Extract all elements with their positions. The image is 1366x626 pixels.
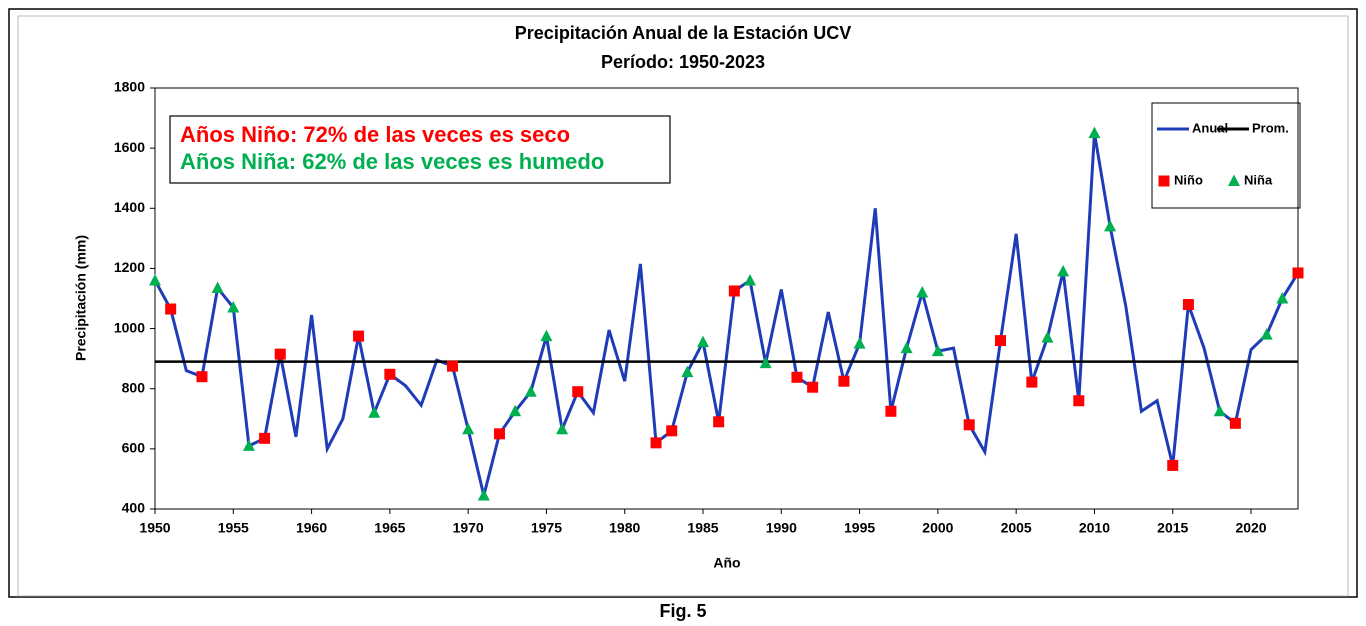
x-tick-label: 1985 (687, 520, 718, 536)
legend-label: Anual (1192, 120, 1228, 135)
data-point (1073, 395, 1085, 407)
data-point (1276, 292, 1289, 304)
data-point (572, 386, 584, 398)
data-point (1057, 264, 1070, 277)
data-point (477, 488, 490, 501)
y-tick-label: 1600 (114, 139, 145, 155)
x-tick-label: 1950 (139, 520, 170, 536)
data-point (259, 432, 271, 444)
data-point (368, 406, 381, 418)
data-point (1260, 328, 1273, 340)
legend-marker (1158, 175, 1170, 187)
y-axis-label: Precipitación (mm) (73, 235, 89, 361)
data-point (509, 404, 522, 417)
x-tick-label: 1995 (844, 520, 875, 536)
x-tick-label: 1965 (374, 520, 405, 536)
data-point (1104, 219, 1117, 232)
y-tick-label: 1000 (114, 319, 145, 335)
data-point (728, 285, 740, 297)
data-point (1182, 299, 1194, 311)
legend-label: Niño (1174, 172, 1203, 187)
data-point (384, 368, 396, 380)
data-point (838, 375, 850, 387)
x-axis-label: Año (713, 555, 740, 571)
legend-label: Niña (1244, 172, 1273, 187)
data-point (556, 422, 569, 435)
chart-border (17, 15, 1349, 597)
data-point (885, 405, 897, 417)
data-point (995, 335, 1007, 347)
data-point (274, 348, 286, 360)
data-point (900, 341, 913, 354)
data-point (242, 439, 255, 451)
x-tick-label: 2020 (1235, 520, 1266, 536)
annotation: Años Niña: 62% de las veces es humedo (180, 149, 604, 174)
x-tick-label: 1980 (609, 520, 640, 536)
data-point (807, 381, 819, 393)
series-line (153, 132, 1300, 496)
x-tick-label: 1955 (218, 520, 249, 536)
data-point (1167, 459, 1179, 471)
plot-area (154, 87, 1299, 510)
data-point (524, 385, 537, 397)
annotation: Años Niño: 72% de las veces es seco (180, 122, 570, 147)
figure-border (8, 8, 1358, 598)
x-tick-label: 1990 (766, 520, 797, 536)
data-point (853, 337, 866, 349)
data-point (211, 281, 224, 293)
x-tick-label: 2010 (1079, 520, 1110, 536)
data-point (1292, 267, 1304, 279)
x-tick-label: 2005 (1001, 520, 1032, 536)
data-point (697, 335, 710, 348)
x-tick-label: 1970 (453, 520, 484, 536)
data-point (149, 273, 161, 286)
data-point (1026, 376, 1038, 388)
data-point (1229, 417, 1241, 429)
x-tick-label: 2015 (1157, 520, 1188, 536)
data-point (759, 356, 772, 369)
y-tick-label: 600 (122, 440, 146, 456)
data-point (493, 428, 505, 440)
data-point (1041, 331, 1054, 343)
data-point (165, 303, 177, 315)
data-point (791, 371, 803, 383)
x-tick-label: 2000 (922, 520, 953, 536)
y-tick-label: 1200 (114, 259, 145, 275)
caption: Fig. 5 (659, 601, 706, 621)
data-point (196, 371, 208, 383)
legend-label: Prom. (1252, 120, 1289, 135)
data-point (713, 416, 725, 428)
data-point (540, 329, 553, 342)
y-tick-label: 800 (122, 379, 146, 395)
data-point (931, 344, 944, 357)
data-point (462, 422, 475, 435)
x-tick-label: 1975 (531, 520, 562, 536)
legend-box (1151, 102, 1301, 209)
data-point (1088, 126, 1101, 139)
y-tick-label: 1800 (114, 79, 145, 95)
data-point (681, 365, 694, 378)
y-tick-label: 400 (122, 500, 146, 516)
data-point (1213, 404, 1226, 417)
data-point (666, 425, 678, 437)
data-point (446, 360, 458, 372)
chart-subtitle: Período: 1950-2023 (601, 52, 765, 72)
y-tick-label: 1400 (114, 199, 145, 215)
data-point (743, 273, 756, 286)
chart-title: Precipitación Anual de la Estación UCV (515, 23, 851, 43)
data-point (916, 285, 929, 298)
legend-marker (1228, 174, 1240, 186)
x-tick-label: 1960 (296, 520, 327, 536)
data-point (963, 419, 975, 431)
data-point (353, 330, 365, 342)
data-point (227, 301, 240, 313)
data-point (650, 437, 662, 449)
annotation-box (169, 115, 671, 184)
